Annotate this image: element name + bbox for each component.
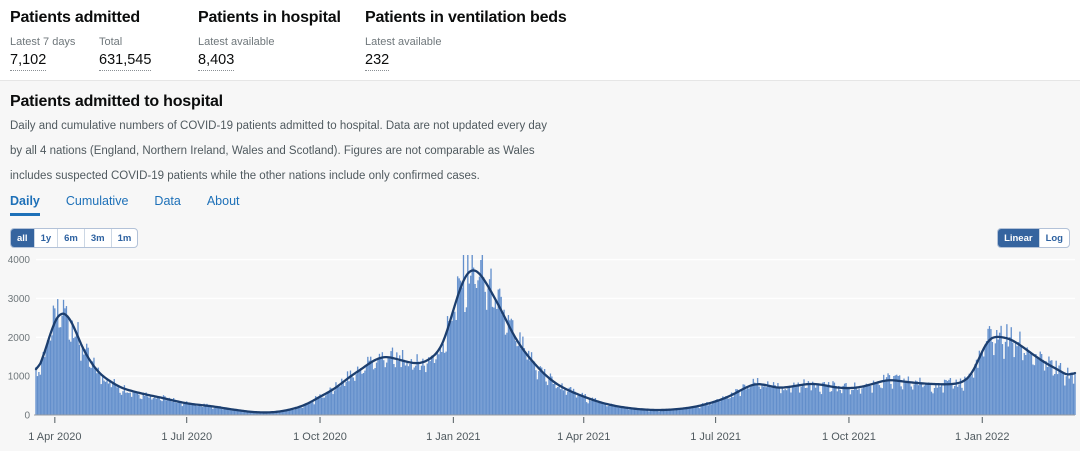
y-gridlines xyxy=(36,258,1075,377)
stat-metric: Latest available 8,403 xyxy=(198,36,275,71)
tab-about[interactable]: About xyxy=(206,194,240,208)
stat-metric-label: Latest available xyxy=(198,36,275,48)
stat-metric-value: 631,545 xyxy=(99,52,152,71)
x-axis-label: 1 Jan 2022 xyxy=(955,431,1009,443)
range-all-button[interactable]: all xyxy=(11,229,35,247)
stat-metric-number: 232 xyxy=(365,52,390,71)
x-axis-label: 1 Oct 2020 xyxy=(293,431,347,443)
stat-metric: Latest available 232 xyxy=(365,36,442,71)
stat-metric-label: Latest 7 days xyxy=(10,36,76,48)
section-title: Patients admitted to hospital xyxy=(10,93,223,110)
summary-stats: Patients admitted Latest 7 days 7,102 Total… xyxy=(0,9,1080,79)
stat-metric-value: 7,102 xyxy=(10,52,99,71)
tab-cumulative[interactable]: Cumulative xyxy=(65,194,129,208)
y-axis-label: 1000 xyxy=(8,372,31,383)
stat-card-title: Patients in ventilation beds xyxy=(365,9,567,26)
tab-data[interactable]: Data xyxy=(154,194,181,208)
scale-log-button[interactable]: Log xyxy=(1045,232,1063,244)
x-axis-label: 1 Jul 2020 xyxy=(161,431,212,443)
scale-selector: Linear Log xyxy=(997,228,1070,248)
x-axis-label: 1 Apr 2020 xyxy=(28,431,81,443)
stat-metric-value: 8,403 xyxy=(198,52,274,71)
range-3m-button[interactable]: 3m xyxy=(85,229,112,247)
stat-metric: Total 631,545 xyxy=(99,36,152,71)
admissions-chart[interactable]: 0 1000 2000 3000 4000 1 Apr 2020 1 Jul 2020 1 O… xyxy=(0,252,1080,451)
range-6m-button[interactable]: 6m xyxy=(58,229,85,247)
section-description: Daily and cumulative numbers of COVID-19… xyxy=(10,120,547,182)
stat-metric: Latest 7 days 7,102 xyxy=(10,36,99,71)
stat-card: Patients in ventilation beds Latest avail… xyxy=(365,9,567,71)
scale-linear-button[interactable]: Linear xyxy=(998,229,1040,247)
range-selector: all 1y 6m 3m 1m xyxy=(10,228,139,248)
tab-bar: Daily Cumulative Data About xyxy=(10,194,266,216)
stat-metric-label: Latest available xyxy=(365,36,442,48)
x-axis-label: 1 Apr 2021 xyxy=(557,431,610,443)
x-axis-label: 1 Oct 2021 xyxy=(822,431,876,443)
stat-card-title: Patients in hospital xyxy=(198,9,341,26)
x-axis-label: 1 Jul 2021 xyxy=(690,431,741,443)
rolling-average-line[interactable] xyxy=(34,269,1077,414)
x-axis-label: 1 Jan 2021 xyxy=(426,431,480,443)
stat-metric-number: 8,403 xyxy=(198,52,235,71)
range-1y-button[interactable]: 1y xyxy=(35,229,59,247)
tab-daily[interactable]: Daily xyxy=(10,194,40,216)
y-axis-labels: 0 1000 2000 3000 4000 xyxy=(8,255,31,421)
y-axis-label: 0 xyxy=(24,411,30,422)
stat-card-title: Patients admitted xyxy=(10,9,140,26)
y-axis-label: 4000 xyxy=(8,255,31,266)
chart-controls: all 1y 6m 3m 1m Linear Log xyxy=(0,228,1080,248)
stat-metric-value: 232 xyxy=(365,52,441,71)
stat-metric-number: 631,545 xyxy=(99,52,152,71)
stat-card: Patients in hospital Latest available 8,40… xyxy=(198,9,341,71)
y-axis-label: 2000 xyxy=(8,333,31,344)
range-1m-button[interactable]: 1m xyxy=(117,232,132,244)
y-axis-label: 3000 xyxy=(8,294,31,305)
x-axis: 1 Apr 2020 1 Jul 2020 1 Oct 2020 1 Jan 2021… xyxy=(28,417,1009,443)
stat-card: Patients admitted Latest 7 days 7,102 Total… xyxy=(10,9,152,71)
stat-metric-number: 7,102 xyxy=(10,52,47,71)
stat-metric-label: Total xyxy=(99,36,123,48)
